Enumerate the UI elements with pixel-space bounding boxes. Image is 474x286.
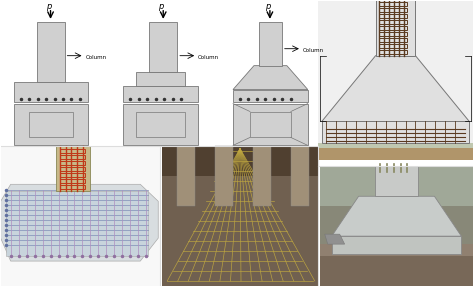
Bar	[60, 173, 85, 177]
Bar	[177, 146, 195, 206]
Text: Column: Column	[85, 55, 107, 60]
Polygon shape	[332, 196, 461, 236]
Bar	[318, 1, 474, 160]
Bar	[320, 251, 474, 286]
Bar	[379, 38, 407, 42]
Bar	[291, 146, 309, 206]
Bar	[60, 161, 85, 165]
Text: Column: Column	[303, 48, 324, 53]
Bar	[332, 236, 461, 254]
Bar	[60, 149, 85, 153]
Bar	[14, 82, 89, 102]
Bar	[318, 148, 474, 160]
Bar	[36, 22, 64, 82]
Bar	[60, 155, 85, 159]
Bar	[259, 22, 282, 66]
Polygon shape	[233, 66, 308, 90]
Bar	[322, 122, 469, 143]
Bar	[379, 2, 407, 6]
Bar	[379, 8, 407, 12]
Bar	[374, 166, 419, 196]
Bar	[123, 86, 198, 102]
Polygon shape	[6, 191, 148, 256]
Bar	[320, 166, 474, 286]
Polygon shape	[0, 184, 158, 261]
Bar	[162, 146, 318, 176]
Polygon shape	[322, 56, 469, 122]
Bar	[60, 167, 85, 171]
Bar	[162, 146, 318, 286]
Bar	[233, 90, 308, 102]
Polygon shape	[325, 234, 345, 244]
Bar	[14, 104, 89, 145]
Bar	[28, 112, 73, 138]
Bar	[250, 112, 291, 138]
Bar	[379, 26, 407, 30]
Text: p: p	[46, 2, 51, 11]
Bar	[375, 0, 416, 56]
Bar	[318, 143, 474, 148]
Bar	[233, 104, 308, 145]
Bar	[253, 146, 271, 206]
Bar	[320, 166, 474, 206]
Text: p: p	[265, 2, 270, 11]
Bar	[379, 20, 407, 24]
Bar	[149, 22, 177, 72]
Bar	[60, 185, 85, 189]
Bar	[379, 14, 407, 18]
Bar	[55, 146, 91, 191]
Bar	[379, 50, 407, 54]
Text: p: p	[158, 2, 164, 11]
Bar	[215, 146, 233, 206]
Bar	[137, 112, 185, 138]
Bar	[379, 44, 407, 48]
Bar	[320, 244, 474, 256]
Bar	[123, 104, 198, 145]
Bar	[379, 32, 407, 36]
Bar	[137, 72, 185, 86]
Bar	[0, 146, 160, 286]
Bar	[60, 179, 85, 183]
Text: Column: Column	[198, 55, 219, 60]
